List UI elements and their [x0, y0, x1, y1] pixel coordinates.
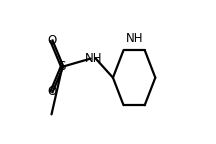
Text: NH: NH	[125, 32, 143, 45]
Text: NH: NH	[84, 52, 102, 65]
Text: S: S	[58, 60, 66, 73]
Text: O: O	[47, 85, 56, 98]
Text: O: O	[47, 34, 56, 47]
